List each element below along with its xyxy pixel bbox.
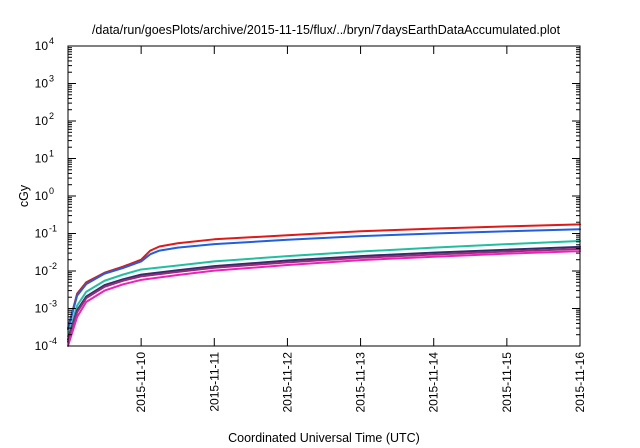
series-line-2 [67, 228, 581, 331]
series-layer [67, 223, 581, 347]
y-tick-exponent: 4 [49, 36, 54, 46]
x-tick-label: 2015-11-16 [573, 352, 587, 413]
y-tick-label: 10 [35, 77, 49, 91]
y-tick-exponent: 2 [49, 111, 54, 121]
y-axis-label: cGy [17, 184, 31, 207]
series-line-6 [67, 250, 581, 347]
plot-frame [67, 45, 581, 347]
x-tick-label: 2015-11-14 [427, 352, 441, 413]
y-tick-exponent: -2 [49, 261, 57, 271]
y-tick-exponent: 3 [49, 74, 54, 84]
y-tick-label: 10 [35, 227, 49, 241]
series-line-4 [67, 245, 581, 341]
x-tick-label: 2015-11-11 [207, 352, 221, 412]
y-tick-exponent: 1 [49, 149, 54, 159]
y-tick-exponent: -1 [49, 224, 57, 234]
y-tick-label: 10 [35, 39, 49, 53]
y-tick-label: 10 [35, 302, 49, 316]
series-line-1 [67, 223, 581, 330]
series-line-3 [67, 240, 581, 338]
x-tick-label: 2015-11-13 [354, 352, 368, 413]
chart-title: /data/run/goesPlots/archive/2015-11-15/f… [92, 23, 561, 37]
x-tick-label: 2015-11-10 [134, 352, 148, 413]
y-tick-label: 10 [35, 152, 49, 166]
x-tick-labels: 2015-11-10 2015-11-11 2015-11-12 2015-11-13… [134, 352, 587, 413]
y-tick-label: 10 [35, 339, 49, 353]
y-tick-label: 10 [35, 189, 49, 203]
y-tick-exponent: -4 [49, 336, 57, 346]
series-line-5 [67, 247, 581, 343]
y-tick-label: 10 [35, 264, 49, 278]
ticks-layer [68, 45, 581, 347]
y-tick-exponent: 0 [49, 186, 54, 196]
x-tick-label: 2015-11-12 [280, 352, 294, 413]
y-tick-exponent: -3 [49, 299, 57, 309]
x-axis-label: Coordinated Universal Time (UTC) [228, 431, 420, 445]
x-tick-label: 2015-11-15 [500, 352, 514, 413]
y-tick-label: 10 [35, 114, 49, 128]
